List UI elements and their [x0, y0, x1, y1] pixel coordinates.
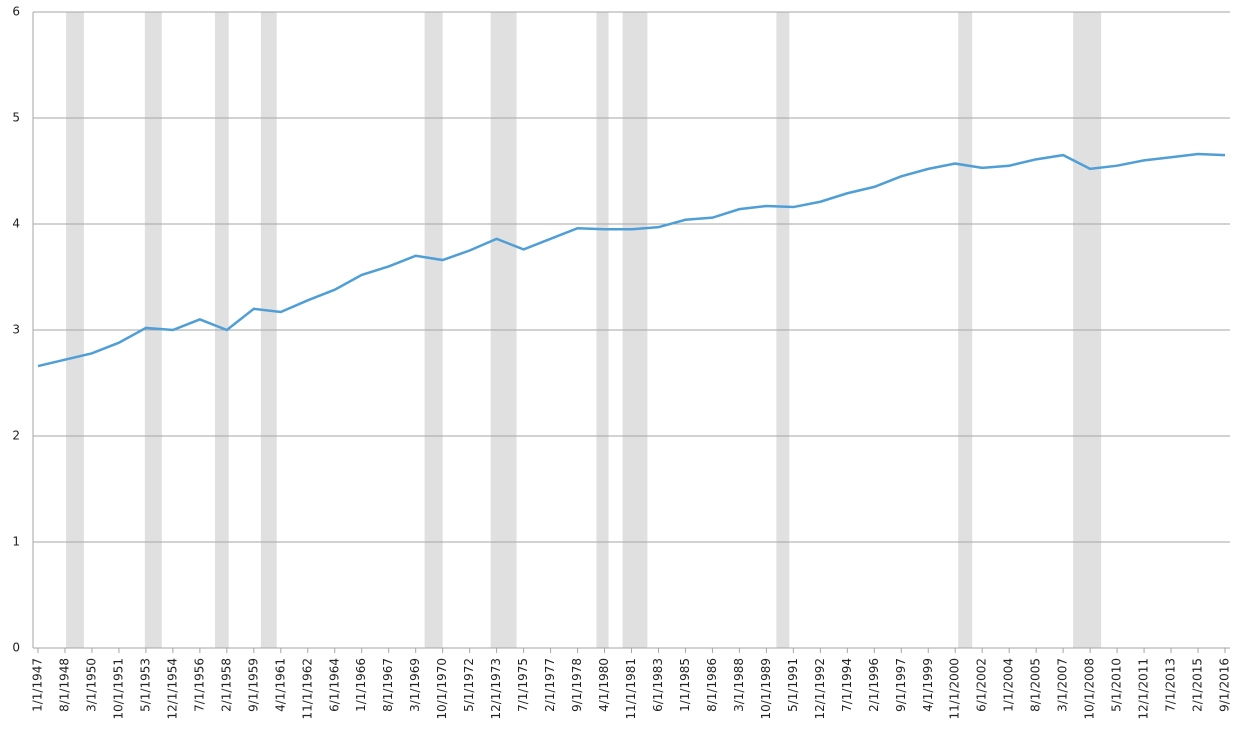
x-tick-label: 1/1/1985: [678, 658, 692, 712]
x-tick-label: 5/1/2010: [1110, 658, 1124, 712]
x-tick-label: 5/1/1991: [786, 658, 800, 712]
x-tick-label: 11/1/1962: [300, 658, 314, 720]
y-tick-label: 0: [12, 641, 20, 655]
x-tick-label: 8/1/1967: [381, 658, 395, 712]
x-tick-label: 5/1/1972: [462, 658, 476, 712]
x-tick-label: 12/1/2011: [1137, 658, 1151, 720]
x-tick-label: 2/1/2015: [1191, 658, 1205, 712]
x-tick-label: 6/1/1964: [327, 658, 341, 712]
line-series: [37, 152, 1226, 368]
x-tick-label: 6/1/2002: [975, 658, 989, 712]
x-tick-label: 6/1/1983: [651, 658, 665, 712]
x-tick-label: 10/1/2008: [1083, 658, 1097, 720]
x-tick-label: 9/1/1978: [570, 658, 584, 712]
x-tick-label: 4/1/1961: [273, 658, 287, 712]
y-tick-label: 2: [12, 429, 20, 443]
y-tick-label: 4: [12, 217, 20, 231]
x-tick-label: 4/1/1980: [597, 658, 611, 712]
x-tick-label: 3/1/1969: [408, 658, 422, 712]
x-tick-label: 1/1/2004: [1002, 658, 1016, 712]
x-tick-label: 3/1/1988: [732, 658, 746, 712]
x-tick-label: 10/1/1951: [111, 658, 125, 720]
x-tick-label: 10/1/1989: [759, 658, 773, 720]
x-tick-label: 1/1/1966: [354, 658, 368, 712]
y-tick-label: 6: [12, 5, 20, 19]
x-tick-label: 5/1/1953: [138, 658, 152, 712]
x-tick-label: 7/1/1956: [192, 658, 206, 712]
y-tick-label: 5: [12, 111, 20, 125]
x-tick-label: 9/1/2016: [1218, 658, 1232, 712]
x-tick-label: 7/1/2013: [1164, 658, 1178, 712]
y-tick-label: 3: [12, 323, 20, 337]
x-tick-label: 10/1/1970: [435, 658, 449, 720]
y-tick-label: 1: [12, 535, 20, 549]
x-tick-label: 9/1/1959: [246, 658, 260, 712]
x-tick-label: 7/1/1994: [840, 658, 854, 712]
x-tick-label: 12/1/1992: [813, 658, 827, 720]
x-tick-label: 7/1/1975: [516, 658, 530, 712]
x-tick-label: 12/1/1973: [489, 658, 503, 720]
x-tick-label: 3/1/1950: [84, 658, 98, 712]
x-tick-label: 3/1/2007: [1056, 658, 1070, 712]
x-tick-label: 11/1/2000: [948, 658, 962, 720]
x-tick-label: 2/1/1958: [219, 658, 233, 712]
x-tick-label: 2/1/1977: [543, 658, 557, 712]
x-tick-label: 11/1/1981: [624, 658, 638, 720]
x-tick-label: 12/1/1954: [165, 658, 179, 720]
x-tick-label: 4/1/1999: [921, 658, 935, 712]
x-tick-label: 9/1/1997: [894, 658, 908, 712]
x-tick-label: 8/1/1948: [57, 658, 71, 712]
x-tick-label: 1/1/1947: [31, 658, 45, 712]
x-tick-label: 2/1/1996: [867, 658, 881, 712]
x-tick-label: 8/1/1986: [705, 658, 719, 712]
x-tick-label: 8/1/2005: [1029, 658, 1043, 712]
